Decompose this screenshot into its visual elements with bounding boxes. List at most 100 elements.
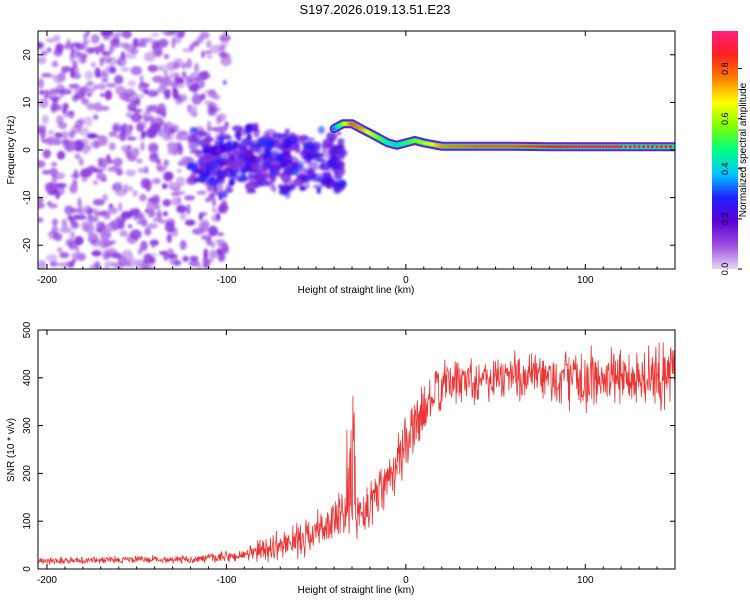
heatmap-blob: [111, 122, 121, 134]
heatmap-blob: [160, 76, 173, 83]
heatmap-blob: [83, 32, 88, 40]
heatmap-blob: [152, 177, 161, 185]
heatmap-blob: [92, 198, 105, 206]
heatmap-blob: [77, 55, 87, 64]
heatmap-blob: [140, 141, 145, 151]
ridge-point: [464, 144, 468, 148]
heatmap-blob: [272, 185, 277, 193]
heatmap-blob: [120, 67, 130, 73]
heatmap-blob: [38, 42, 43, 48]
heatmap-blob: [133, 210, 138, 221]
colorbar-tick-label: 0.8: [720, 62, 730, 75]
heatmap-blob: [336, 148, 348, 157]
heatmap-blob: [195, 150, 203, 158]
heatmap-blob: [94, 101, 102, 112]
heatmap-blob: [136, 262, 147, 269]
heatmap-blob: [222, 31, 228, 38]
heatmap-blob: [162, 134, 174, 141]
heatmap-blob: [83, 39, 91, 44]
heatmap-blob: [134, 99, 140, 105]
heatmap-blob: [188, 144, 198, 150]
ridge-point: [589, 145, 593, 149]
heatmap-blob: [122, 31, 132, 39]
colorbar-gradient: [712, 31, 738, 269]
heatmap-blob: [92, 180, 99, 185]
heatmap-blob: [77, 197, 82, 209]
heatmap-blob: [67, 110, 75, 115]
heatmap-blob: [252, 127, 259, 133]
heatmap-blob: [39, 89, 44, 95]
heatmap-blob: [126, 150, 133, 159]
heatmap-blob: [172, 88, 179, 100]
heatmap-blob: [72, 59, 78, 70]
heatmap-blob: [38, 160, 46, 169]
heatmap-blob: [184, 219, 196, 226]
heatmap-blob: [74, 214, 87, 220]
heatmap-blob: [51, 161, 58, 167]
heatmap-blob: [246, 133, 252, 141]
heatmap-blob: [78, 206, 85, 216]
heatmap-blob: [219, 157, 230, 165]
ridge-point: [604, 145, 608, 149]
heatmap-blob: [75, 44, 85, 51]
heatmap-blob: [107, 206, 118, 215]
heatmap-blob: [334, 144, 344, 149]
heatmap-blob: [173, 58, 184, 64]
heatmap-blob: [270, 160, 280, 166]
heatmap-blob: [61, 130, 69, 139]
heatmap-x-tick-label: 100: [577, 275, 594, 286]
heatmap-blob: [78, 157, 84, 166]
heatmap-blob: [241, 172, 247, 180]
heatmap-blob: [229, 171, 237, 182]
heatmap-blob: [87, 87, 95, 94]
heatmap-blob: [119, 124, 126, 135]
heatmap-blob: [74, 236, 84, 246]
heatmap-blob: [115, 85, 126, 96]
heatmap-blob: [328, 147, 337, 158]
heatmap-blob: [231, 125, 243, 132]
heatmap-blob: [145, 36, 154, 44]
heatmap-blob: [184, 157, 195, 162]
heatmap-blob: [331, 180, 339, 188]
snr-x-tick-label: -100: [216, 575, 236, 586]
heatmap-blob: [73, 169, 79, 179]
heatmap-blob: [130, 66, 143, 76]
heatmap-blob: [144, 227, 152, 236]
heatmap-blob: [63, 43, 74, 50]
heatmap-blob: [95, 221, 106, 231]
heatmap-blob: [219, 144, 226, 153]
ridge-point: [490, 144, 495, 148]
heatmap-blob: [281, 170, 292, 176]
ridge-point: [650, 145, 655, 149]
heatmap-y-label: Frequency (Hz): [6, 116, 17, 185]
heatmap-blob: [137, 167, 146, 174]
heatmap-blob: [69, 183, 78, 194]
heatmap-blob: [219, 203, 226, 213]
snr-frame: [37, 329, 676, 570]
heatmap-blob: [273, 139, 280, 149]
colorbar-label: Normalized spectral amplitude: [738, 82, 749, 217]
ridge-point: [577, 145, 581, 149]
ridge-point: [538, 144, 543, 149]
heatmap-blob: [192, 40, 200, 47]
ridge-point: [476, 144, 480, 148]
heatmap-blob: [201, 220, 208, 229]
heatmap-blob: [49, 167, 58, 177]
ridge-point: [487, 144, 492, 148]
heatmap-blob: [56, 150, 66, 160]
colorbar-tick-label: 0.4: [720, 163, 730, 176]
heatmap-blob: [94, 67, 101, 78]
ridge-point: [443, 144, 447, 148]
heatmap-blob: [170, 127, 176, 135]
ridge-point: [598, 145, 602, 149]
heatmap-blob: [120, 51, 126, 61]
heatmap-blob: [217, 251, 226, 262]
heatmap-blob: [163, 211, 168, 217]
heatmap-blob: [113, 181, 123, 186]
heatmap-blob: [193, 76, 203, 82]
heatmap-blob: [78, 86, 87, 97]
heatmap-blob: [151, 194, 161, 205]
ridge-point: [655, 145, 659, 149]
heatmap-blob: [38, 56, 47, 65]
heatmap-blob: [81, 221, 89, 232]
